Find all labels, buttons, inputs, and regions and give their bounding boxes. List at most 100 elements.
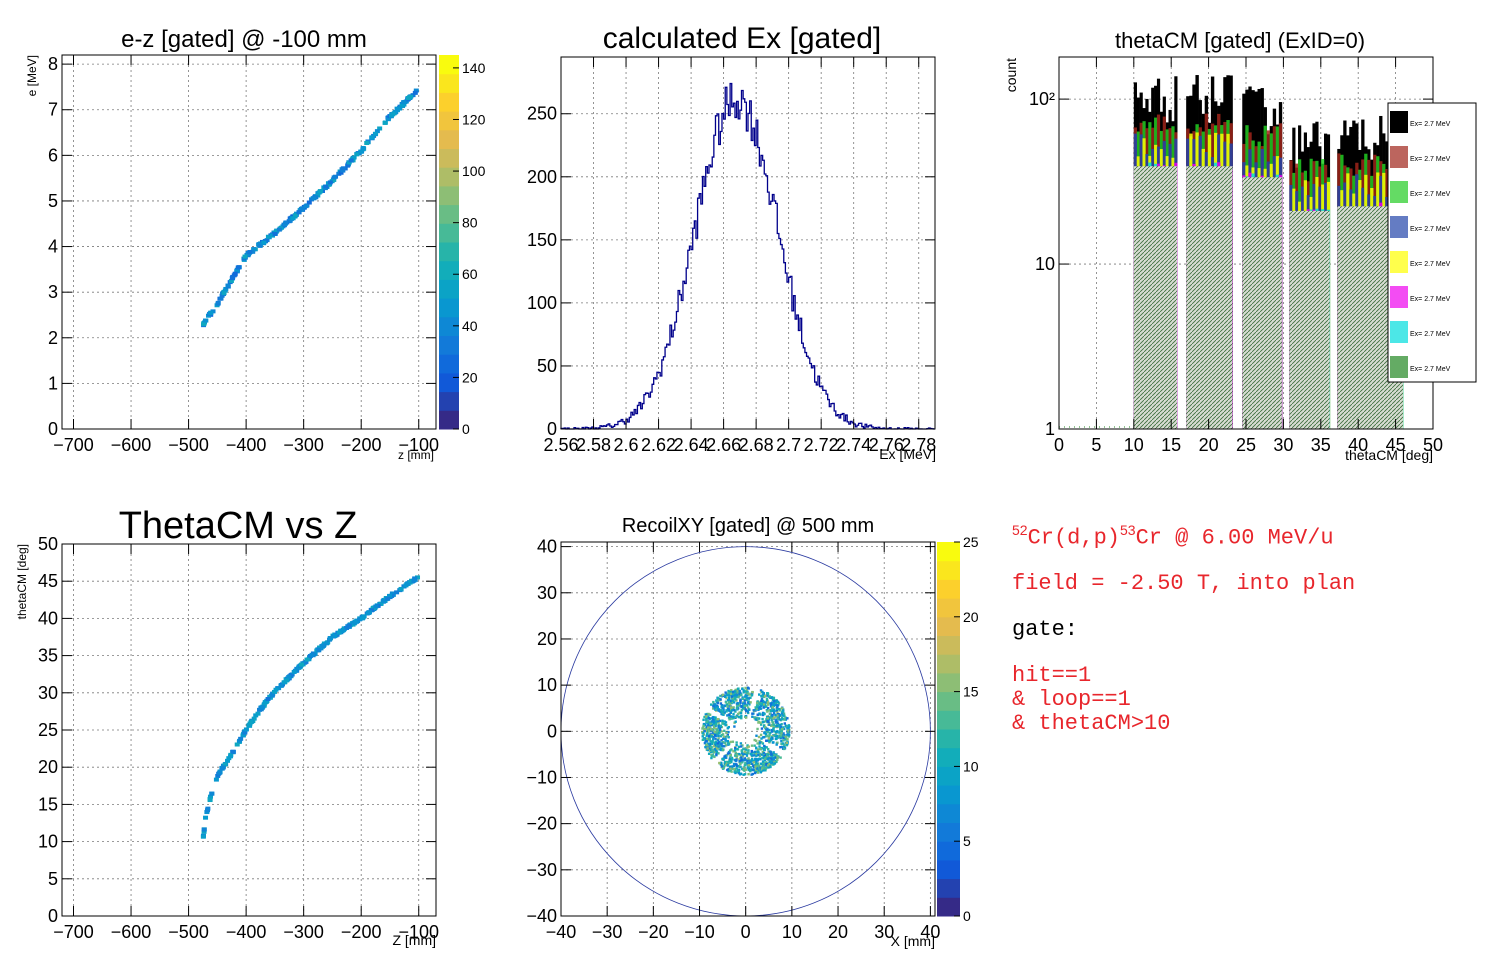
thz-point (284, 678, 290, 683)
xy-point (748, 703, 751, 706)
y-tick-label: 40 (38, 608, 58, 628)
gate-line-2: & loop==1 (1012, 687, 1131, 713)
xy-point (746, 706, 750, 709)
xy-point (734, 720, 737, 723)
xy-point (746, 759, 749, 763)
xy-point (717, 737, 720, 740)
thz-point (213, 777, 219, 782)
ez-point (242, 254, 248, 259)
xy-point (783, 714, 786, 717)
xy-point (712, 754, 715, 758)
xy-point (745, 754, 749, 757)
xy-point (759, 762, 763, 765)
x-tick-label: 2.6 (614, 435, 639, 455)
xy-point (775, 718, 778, 721)
xy-point (723, 765, 726, 768)
xy-point (714, 737, 717, 740)
xy-point (776, 706, 779, 709)
xy-point (768, 760, 772, 763)
thz-point (320, 643, 326, 648)
xy-point (779, 718, 783, 722)
xy-point (727, 696, 731, 699)
xy-point (730, 695, 734, 698)
thz-point (248, 720, 254, 725)
xy-point (759, 721, 762, 724)
xy-point (740, 693, 743, 697)
xy-point (783, 744, 786, 748)
xy-point (783, 722, 786, 725)
xy-point (711, 748, 714, 752)
xy-point (713, 703, 716, 706)
ez-point (250, 249, 256, 254)
xy-point (712, 725, 716, 728)
xy-point (772, 757, 776, 761)
xy-point (764, 720, 767, 723)
xy-point (726, 752, 730, 755)
xy-point (733, 758, 737, 762)
xy-point (727, 691, 730, 695)
ez-point (287, 218, 293, 223)
xy-point (734, 747, 737, 750)
y-tick-label: 250 (527, 104, 557, 124)
thz-point (230, 749, 236, 754)
thz-point (271, 689, 277, 694)
theta-bar-hatched (1186, 166, 1233, 429)
xy-point (768, 759, 771, 762)
thz-point (286, 675, 292, 680)
thz-point (281, 680, 287, 685)
ez-point (354, 152, 360, 157)
xy-point (710, 754, 714, 758)
x-tick-label: −30 (592, 922, 623, 942)
xy-point (765, 739, 768, 742)
xy-point (728, 759, 731, 763)
xy-point (764, 694, 767, 698)
xy-point (744, 768, 748, 771)
xy-point (730, 699, 733, 702)
xy-point (761, 713, 765, 717)
xy-point (786, 729, 790, 732)
xy-point (733, 770, 736, 774)
xy-point (745, 709, 748, 713)
x-tick-label: −200 (341, 435, 382, 455)
xy-point (741, 755, 745, 758)
xy-point (760, 699, 763, 703)
x-tick-label: 10 (782, 922, 802, 942)
ez-colorbar-label: 40 (462, 318, 478, 334)
xy-point (722, 708, 725, 712)
xy-point (772, 696, 776, 700)
theta-ylabel: count (1003, 58, 1019, 92)
thz-point (251, 716, 257, 721)
xy-plot: −40 −30 −20 −10 0 10 20 30 40 −40 −30 −20 −10 0 10 20 30… (526, 515, 978, 949)
xy-point (782, 712, 786, 715)
xy-point (766, 764, 770, 767)
xy-point (718, 748, 721, 751)
xy-point (779, 746, 782, 749)
xy-point (714, 707, 718, 711)
xy-point (746, 698, 749, 702)
theta-bar-hatched (1289, 210, 1330, 429)
ez-colorbar-label: 120 (462, 111, 486, 127)
xy-point (730, 701, 733, 705)
xy-point (724, 739, 727, 742)
xy-colorbar-label: 20 (963, 609, 979, 625)
ez-point (218, 296, 224, 301)
xy-point (733, 725, 736, 728)
ez-colorbar-cell (439, 354, 459, 374)
xy-point (781, 710, 784, 713)
y-tick-label: 20 (38, 757, 58, 777)
xy-point (743, 757, 746, 760)
xy-point (736, 768, 740, 772)
thz-point (385, 596, 391, 601)
ez-point (340, 168, 346, 173)
xy-point (729, 711, 732, 714)
x-tick-label: −40 (546, 922, 577, 942)
xy-point (725, 696, 728, 700)
xy-point (725, 756, 728, 759)
thz-point (373, 604, 379, 609)
ez-colorbar-cell (439, 111, 459, 131)
xy-point (737, 707, 740, 710)
theta-legend-entry: Ex= 2.7 MeV (1410, 156, 1451, 163)
xy-point (757, 748, 760, 751)
ez-colorbar-label: 60 (462, 266, 478, 282)
xy-point (720, 765, 724, 768)
